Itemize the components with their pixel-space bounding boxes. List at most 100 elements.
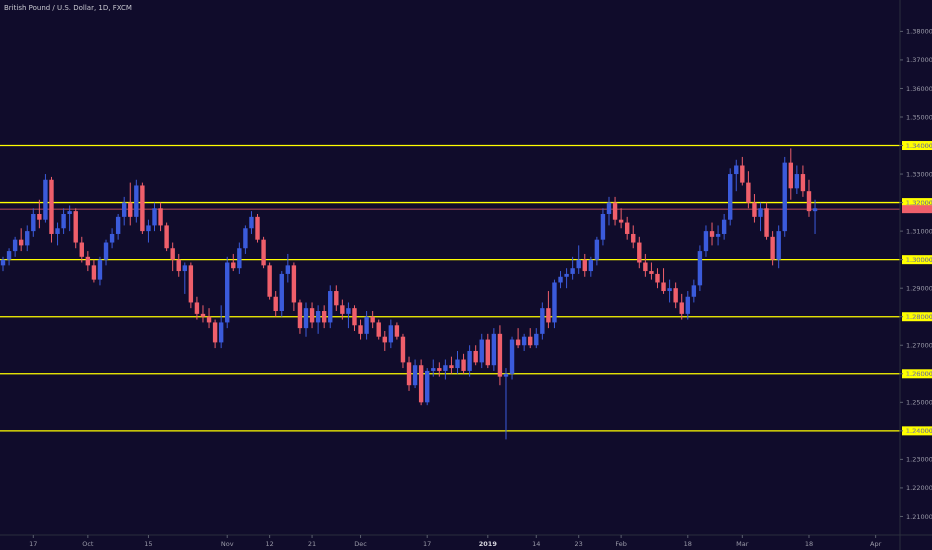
level-price-badge xyxy=(902,141,932,151)
candle-body xyxy=(637,242,642,263)
candle-body xyxy=(521,336,527,346)
candle-body xyxy=(546,308,551,323)
candle-body xyxy=(806,191,812,212)
candle-body xyxy=(346,308,351,314)
candle-body xyxy=(61,214,66,229)
candle-body xyxy=(649,271,654,274)
time-tick-label: 18 xyxy=(684,540,692,548)
candle-body xyxy=(576,259,581,269)
price-tick-label: 1.21000 xyxy=(906,513,932,521)
candle-body xyxy=(703,231,709,252)
candle-body xyxy=(358,325,363,334)
candle-body xyxy=(364,316,369,334)
candle-body xyxy=(103,242,109,260)
time-tick-label: Mar xyxy=(736,540,749,548)
candle-body xyxy=(237,248,242,269)
candle-body xyxy=(340,305,345,314)
candle-body xyxy=(370,316,375,323)
candle-body xyxy=(6,251,12,260)
candle-body xyxy=(673,288,678,303)
candle-body xyxy=(243,228,248,249)
candle-body xyxy=(158,208,163,226)
level-price-badge xyxy=(902,369,932,379)
candle-body xyxy=(679,302,684,314)
candle-body xyxy=(206,316,212,323)
candle-body xyxy=(437,368,442,371)
time-tick-label: 14 xyxy=(532,540,540,548)
candle-body xyxy=(49,179,54,234)
candle-body xyxy=(291,265,297,303)
candle-body xyxy=(697,251,703,286)
candle-body xyxy=(91,265,97,280)
level-price-label: 1.30000 xyxy=(906,256,932,264)
time-axis: 17 Oct 15 Nov 12 21 Dec 17 2019 14 23 Feb 18 Mar 18 Apr… xyxy=(29,535,882,548)
candle-body xyxy=(485,339,490,366)
candle-body xyxy=(758,208,763,217)
candle-body xyxy=(231,262,236,269)
candle-body xyxy=(297,302,303,329)
candle-body xyxy=(261,239,266,266)
candle-body xyxy=(740,165,745,183)
time-tick-label: 17 xyxy=(423,540,431,548)
candle-body xyxy=(85,256,91,266)
candle-body xyxy=(461,359,466,371)
current-price-line xyxy=(0,205,932,214)
candle-body xyxy=(352,308,357,326)
current-price-badge xyxy=(902,205,932,214)
candle-body xyxy=(455,359,460,369)
level-price-label: 1.26000 xyxy=(906,370,932,378)
time-tick-label: 23 xyxy=(575,540,583,548)
price-tick-label: 1.27000 xyxy=(906,342,932,350)
candle-body xyxy=(418,365,424,403)
candle-body xyxy=(685,296,690,314)
level-price-badge xyxy=(902,255,932,265)
price-tick-label: 1.34000 xyxy=(906,142,932,150)
candle-body xyxy=(528,336,533,346)
candle-body xyxy=(812,208,818,212)
candle-body xyxy=(431,368,436,371)
candle-body xyxy=(43,179,48,220)
level-price-label: 1.28000 xyxy=(906,313,932,321)
candle-body xyxy=(776,231,781,260)
candle-body xyxy=(200,313,206,317)
candle-body xyxy=(67,211,72,214)
candle-body xyxy=(249,216,254,229)
candle-body xyxy=(115,216,121,234)
candle-body xyxy=(770,236,775,260)
candle-body xyxy=(721,219,727,234)
candle-body xyxy=(97,259,103,280)
time-tick-label: Dec xyxy=(354,540,367,548)
candle-body xyxy=(794,174,800,189)
candle-body xyxy=(406,362,412,386)
price-tick-label: 1.29000 xyxy=(906,284,932,292)
candle-body xyxy=(564,273,569,277)
candle-body xyxy=(624,222,630,234)
candle-body xyxy=(279,273,284,312)
candle-body xyxy=(558,276,563,283)
candle-body xyxy=(394,325,400,337)
candle-body xyxy=(491,333,497,366)
candle-body xyxy=(328,291,333,323)
level-price-badge xyxy=(902,426,932,436)
price-tick-label: 1.31000 xyxy=(906,227,932,235)
candle-body xyxy=(37,214,42,220)
candle-body xyxy=(552,282,557,323)
candle-body xyxy=(25,231,30,246)
candle-body xyxy=(534,333,539,346)
candle-body xyxy=(188,265,194,303)
candle-body xyxy=(164,225,169,249)
candle-body xyxy=(540,308,545,334)
candle-body xyxy=(667,288,672,292)
candle-body xyxy=(728,174,733,220)
candle-body xyxy=(73,211,78,243)
candle-body xyxy=(128,202,133,217)
level-price-badge xyxy=(902,198,932,208)
candle-body xyxy=(134,185,139,217)
level-price-label: 1.34000 xyxy=(906,142,932,150)
price-tick-label: 1.22000 xyxy=(906,484,932,492)
candle-body xyxy=(425,370,430,403)
candle-body xyxy=(140,185,145,232)
time-tick-label: 12 xyxy=(265,540,273,548)
